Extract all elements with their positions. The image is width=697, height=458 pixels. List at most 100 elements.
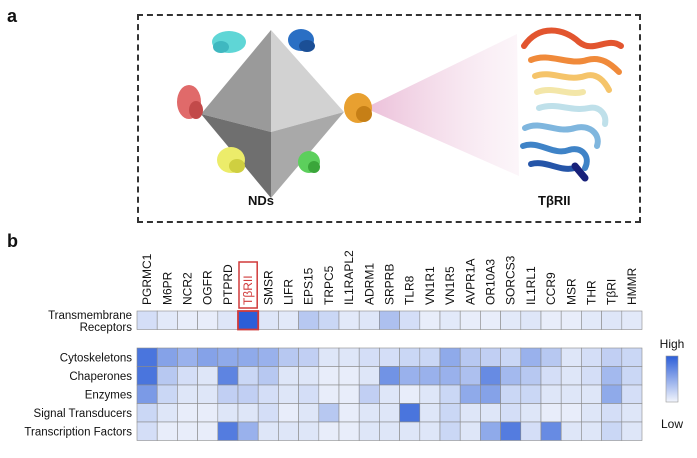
- heatmap-cell: [480, 347, 501, 367]
- heatmap-cell: [480, 421, 501, 441]
- heatmap-cell: [379, 403, 400, 423]
- column-label: TβRII: [241, 275, 255, 305]
- row-label: Transmembrane: [48, 310, 132, 322]
- heatmap-cell: [257, 347, 279, 367]
- heatmap-cell: [581, 347, 602, 367]
- heatmap-cell: [278, 421, 299, 441]
- heatmap-cell: [197, 310, 219, 330]
- heatmap-cell: [581, 384, 602, 404]
- heatmap-cell: [237, 421, 259, 441]
- heatmap-cell: [500, 384, 522, 404]
- column-label: VN1R5: [443, 266, 457, 305]
- column-label: LIFR: [282, 279, 296, 305]
- heatmap-cell: [540, 366, 562, 386]
- heatmap-cell: [520, 366, 542, 386]
- heatmap-cell: [358, 403, 380, 423]
- heatmap-cell: [459, 347, 481, 367]
- heatmap-cell: [520, 310, 542, 330]
- heatmap-cell: [156, 366, 178, 386]
- heatmap-cell: [601, 403, 623, 423]
- heatmap-cell: [399, 366, 421, 386]
- heatmap-cell: [480, 403, 501, 423]
- zoom-cone: [365, 34, 519, 176]
- heatmap-cell: [621, 384, 643, 404]
- column-label: PTPRD: [221, 264, 235, 305]
- heatmap-cell: [358, 384, 380, 404]
- heatmap-cell: [358, 366, 380, 386]
- heatmap-cell: [419, 310, 441, 330]
- column-label: NCR2: [181, 272, 195, 305]
- heatmap-cell: [318, 347, 340, 367]
- row-label: Receptors: [80, 322, 133, 334]
- heatmap-cell: [459, 403, 481, 423]
- heatmap-cell: [318, 421, 340, 441]
- heatmap-cell: [217, 310, 239, 330]
- heatmap-cell: [540, 403, 562, 423]
- heatmap-cell: [237, 384, 259, 404]
- heatmap-cell: [298, 310, 320, 330]
- heatmap-cell: [136, 384, 158, 404]
- column-label: HMMR: [625, 267, 639, 305]
- heatmap-cell: [379, 310, 400, 330]
- heatmap-cell: [217, 366, 239, 386]
- heatmap-cell: [257, 403, 279, 423]
- heatmap-cell: [419, 421, 441, 441]
- heatmap-cell: [338, 366, 360, 386]
- heatmap-cell: [601, 310, 623, 330]
- heatmap-cell: [500, 347, 522, 367]
- column-label: TβRI: [605, 279, 619, 305]
- heatmap-cell: [520, 403, 542, 423]
- column-label: PGRMC1: [140, 253, 154, 305]
- heatmap-cell: [278, 403, 299, 423]
- column-label: SMSR: [261, 270, 275, 305]
- heatmap-cell: [581, 421, 602, 441]
- heatmap-cell: [540, 310, 562, 330]
- heatmap-cell: [156, 403, 178, 423]
- protein-blob-cyan: [212, 31, 246, 53]
- heatmap-cell: [621, 421, 643, 441]
- heatmap-cell: [156, 384, 178, 404]
- column-label: SORCS3: [504, 255, 518, 305]
- heatmap-cell: [197, 366, 219, 386]
- highlight-box: [238, 261, 258, 309]
- heatmap-cell: [500, 403, 522, 423]
- panel-label-b: b: [7, 231, 18, 251]
- heatmap-cell: [156, 310, 178, 330]
- column-label: IL1RL1: [524, 266, 538, 305]
- heatmap-cell: [419, 366, 441, 386]
- heatmap-cell: [257, 366, 279, 386]
- row-label: Cytoskeletons: [60, 352, 132, 364]
- column-label: OGFR: [201, 270, 215, 305]
- heatmap-cell: [136, 310, 158, 330]
- legend-color-bar: [665, 355, 679, 403]
- heatmap-cell: [136, 403, 158, 423]
- heatmap-cell: [439, 366, 461, 386]
- heatmap-cell: [581, 366, 602, 386]
- column-label: EPS15: [302, 267, 316, 305]
- heatmap-cell: [500, 310, 522, 330]
- heatmap-cell: [197, 421, 219, 441]
- heatmap-cell: [399, 347, 421, 367]
- heatmap-cell: [459, 366, 481, 386]
- row-label: Chaperones: [69, 371, 132, 383]
- heatmap-cell: [318, 384, 340, 404]
- legend-high-label: High: [660, 337, 685, 351]
- heatmap-cell: [621, 347, 643, 367]
- heatmap-cell: [177, 366, 198, 386]
- heatmap-cell: [197, 347, 219, 367]
- protein-blob-red: [177, 85, 203, 119]
- row-label: Enzymes: [85, 389, 133, 401]
- nanodiamond-protein-schematic: [177, 27, 624, 198]
- heatmap-cell: [338, 310, 360, 330]
- heatmap-cell: [278, 384, 299, 404]
- protein-blob-blue: [288, 29, 315, 52]
- heatmap-cell: [480, 310, 501, 330]
- heatmap-cell: [601, 384, 623, 404]
- heatmap-cell: [237, 347, 259, 367]
- heatmap-cell: [177, 384, 198, 404]
- heatmap-cell: [520, 347, 542, 367]
- heatmap-cell: [177, 310, 198, 330]
- heatmap-cell: [298, 421, 320, 441]
- heatmap-cell: [217, 384, 239, 404]
